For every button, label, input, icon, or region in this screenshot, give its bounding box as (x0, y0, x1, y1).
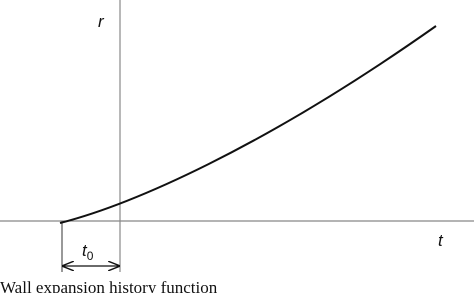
interval-symbol: t (82, 241, 88, 260)
interval-subscript: 0 (87, 249, 94, 263)
caption: Wall expansion history function (0, 278, 218, 293)
x-axis-label: t (438, 231, 444, 250)
y-axis-label: r (98, 12, 105, 31)
expansion-curve (59, 25, 437, 224)
interval-label: t0 (82, 241, 94, 263)
